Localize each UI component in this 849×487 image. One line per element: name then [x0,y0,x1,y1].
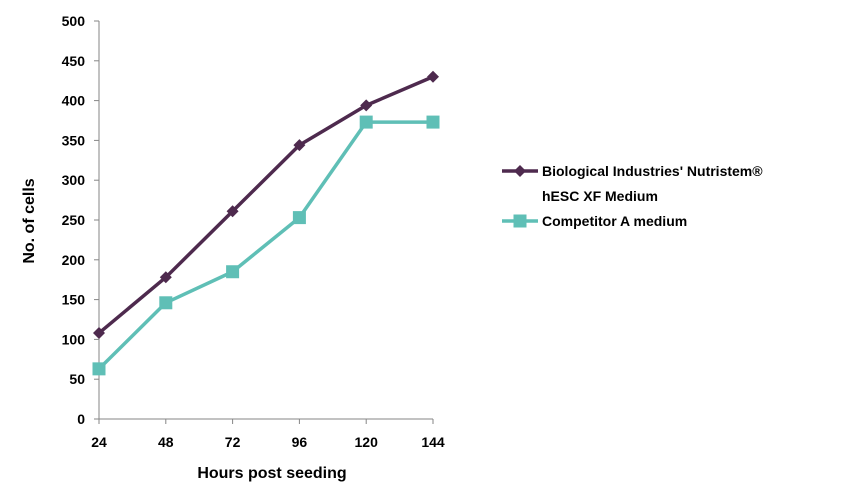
data-point [92,362,106,376]
y-tick-label: 300 [62,172,86,188]
y-tick-labels: 0 50 100 150 200 250 300 350 400 450 500 [62,13,86,427]
data-point [426,115,440,129]
legend-label: Competitor A medium [542,213,687,229]
x-tick-label: 72 [225,434,241,450]
legend-label: Biological Industries' Nutristem® [542,163,763,179]
data-point [159,271,172,284]
y-tick-label: 200 [62,252,86,268]
data-point [159,296,173,310]
data-point [93,327,105,340]
data-point [293,139,306,152]
data-point [226,265,240,279]
legend-swatch-marker [513,214,527,228]
series-1 [93,70,439,340]
y-tick-label: 450 [62,53,86,69]
y-tick-label: 250 [62,212,86,228]
x-tick-label: 24 [91,434,107,450]
y-tick-label: 100 [62,331,86,347]
legend-label: hESC XF Medium [542,188,658,204]
y-tick-label: 500 [62,13,86,29]
data-point [292,211,306,225]
data-point [360,99,373,112]
y-axis-title: No. of cells [21,178,38,263]
legend: Biological Industries' Nutristem® hESC XF… [502,163,763,229]
series-2 [92,115,440,376]
series-line [97,120,433,371]
x-tick-label: 120 [355,434,379,450]
x-tick-label: 48 [158,434,174,450]
series-line [97,75,434,335]
y-tick-label: 50 [69,371,85,387]
x-tick-label: 144 [421,434,445,450]
axes [94,20,434,424]
data-point [226,205,239,218]
y-tick-label: 350 [62,132,86,148]
x-tick-labels: 24 48 72 96 120 144 [91,434,445,450]
y-tick-label: 400 [62,93,86,109]
data-point [427,70,439,83]
legend-swatch-marker [514,165,526,177]
series-layer [92,70,440,376]
y-tick-label: 0 [77,411,85,427]
x-axis-title: Hours post seeding [197,465,346,482]
legend-item-2: Competitor A medium [502,213,687,229]
legend-item-1: Biological Industries' Nutristem® hESC XF… [502,163,763,204]
x-tick-label: 96 [292,434,308,450]
y-tick-label: 150 [62,292,86,308]
data-point [359,115,373,129]
